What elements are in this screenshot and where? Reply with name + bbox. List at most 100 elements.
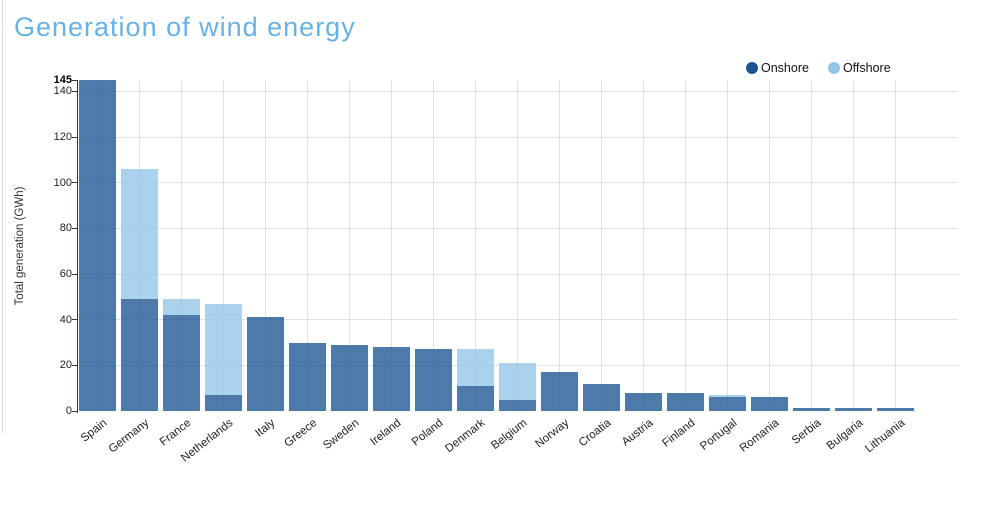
v-gridline xyxy=(600,80,602,411)
y-tick-label-145: 145 xyxy=(53,74,72,86)
x-tick-label-belgium: Belgium xyxy=(489,417,530,453)
v-gridline xyxy=(516,80,518,411)
y-tick-mark xyxy=(72,90,77,92)
y-tick-label-40: 40 xyxy=(59,313,72,326)
onshore-bar-finland[interactable] xyxy=(666,392,704,411)
v-gridline xyxy=(810,80,812,411)
page-title: Generation of wind energy xyxy=(14,12,356,42)
v-gridline xyxy=(180,80,182,411)
h-gridline xyxy=(78,90,958,92)
onshore-legend-dot-icon xyxy=(746,62,758,74)
v-gridline xyxy=(264,80,266,411)
onshore-bar-spain[interactable] xyxy=(78,80,116,411)
onshore-bar-portugal[interactable] xyxy=(708,397,746,411)
x-tick-label-denmark: Denmark xyxy=(443,417,488,456)
legend-item-label: Offshore xyxy=(842,61,891,75)
legend-item-label: Onshore xyxy=(761,61,809,75)
y-tick-mark xyxy=(72,364,77,366)
h-gridline xyxy=(78,227,958,229)
offshore-legend-dot-icon xyxy=(827,62,840,74)
y-tick-mark xyxy=(72,227,77,229)
legend-item-offshore[interactable]: Offshore xyxy=(827,61,891,75)
chart-legend: Onshore Offshore xyxy=(746,61,891,75)
v-gridline xyxy=(894,80,896,411)
x-tick-label-lithuania: Lithuania xyxy=(863,417,908,456)
v-gridline xyxy=(726,80,728,411)
y-tick-label-0: 0 xyxy=(65,405,72,417)
y-tick-label-20: 20 xyxy=(59,359,72,372)
y-tick-mark xyxy=(72,79,77,81)
v-gridline xyxy=(306,80,308,411)
x-tick-label-serbia: Serbia xyxy=(789,417,824,447)
x-tick-label-france: France xyxy=(157,417,194,449)
onshore-bar-poland[interactable] xyxy=(414,349,452,411)
y-tick-mark xyxy=(72,410,77,412)
x-tick-label-poland: Poland xyxy=(409,417,446,449)
y-tick-mark xyxy=(72,136,77,138)
y-tick-mark xyxy=(72,273,77,275)
onshore-bar-sweden[interactable] xyxy=(330,344,368,411)
x-tick-label-ireland: Ireland xyxy=(368,417,404,449)
x-tick-label-spain: Spain xyxy=(78,417,110,445)
x-tick-label-sweden: Sweden xyxy=(321,417,362,453)
x-tick-label-bulgaria: Bulgaria xyxy=(824,417,866,453)
onshore-bar-france[interactable] xyxy=(162,315,200,411)
onshore-bar-denmark[interactable] xyxy=(456,385,494,411)
x-tick-label-romania: Romania xyxy=(737,417,782,455)
offshore-bar-belgium[interactable] xyxy=(498,363,536,400)
onshore-bar-germany[interactable] xyxy=(120,299,158,411)
y-axis-title: Total generation (GWh) xyxy=(14,186,26,306)
v-gridline xyxy=(432,80,434,411)
onshore-bar-serbia[interactable] xyxy=(792,407,830,411)
onshore-bar-austria[interactable] xyxy=(624,392,662,411)
v-gridline xyxy=(474,80,476,411)
x-tick-label-finland: Finland xyxy=(660,417,698,450)
offshore-bar-netherlands[interactable] xyxy=(204,303,242,396)
x-tick-label-norway: Norway xyxy=(533,417,572,451)
onshore-bar-italy[interactable] xyxy=(246,317,284,411)
h-gridline xyxy=(78,319,958,321)
panel-left-border xyxy=(2,0,3,433)
onshore-bar-norway[interactable] xyxy=(540,372,578,411)
y-tick-label-80: 80 xyxy=(59,222,72,235)
plot-area xyxy=(78,80,958,411)
v-gridline xyxy=(222,80,224,411)
y-tick-mark xyxy=(72,182,77,184)
y-tick-label-140: 140 xyxy=(53,85,72,98)
v-gridline xyxy=(642,80,644,411)
v-gridline xyxy=(390,80,392,411)
x-tick-label-portugal: Portugal xyxy=(698,417,740,453)
onshore-bar-ireland[interactable] xyxy=(372,347,410,411)
offshore-bar-germany[interactable] xyxy=(120,169,158,300)
v-gridline xyxy=(684,80,686,411)
y-tick-label-120: 120 xyxy=(53,131,72,144)
x-tick-label-austria: Austria xyxy=(619,417,656,449)
onshore-bar-greece[interactable] xyxy=(288,342,326,411)
y-tick-mark xyxy=(72,319,77,321)
v-gridline xyxy=(768,80,770,411)
offshore-bar-portugal[interactable] xyxy=(708,395,746,398)
h-gridline xyxy=(78,273,958,275)
onshore-bar-netherlands[interactable] xyxy=(204,395,242,411)
x-tick-label-greece: Greece xyxy=(282,417,320,450)
onshore-bar-belgium[interactable] xyxy=(498,399,536,411)
x-tick-label-croatia: Croatia xyxy=(576,417,614,450)
y-tick-label-100: 100 xyxy=(53,176,72,189)
y-axis-line xyxy=(76,80,78,413)
onshore-bar-bulgaria[interactable] xyxy=(834,407,872,411)
v-gridline xyxy=(558,80,560,411)
offshore-bar-france[interactable] xyxy=(162,299,200,316)
v-gridline xyxy=(348,80,350,411)
onshore-bar-romania[interactable] xyxy=(750,397,788,411)
y-tick-label-60: 60 xyxy=(59,268,72,281)
onshore-bar-lithuania[interactable] xyxy=(876,407,914,411)
h-gridline xyxy=(78,182,958,184)
offshore-bar-denmark[interactable] xyxy=(456,349,494,386)
onshore-bar-croatia[interactable] xyxy=(582,383,620,411)
x-tick-label-italy: Italy xyxy=(253,417,278,440)
x-tick-label-germany: Germany xyxy=(106,417,152,456)
h-gridline xyxy=(78,136,958,138)
v-gridline xyxy=(852,80,854,411)
legend-item-onshore[interactable]: Onshore xyxy=(746,61,809,75)
